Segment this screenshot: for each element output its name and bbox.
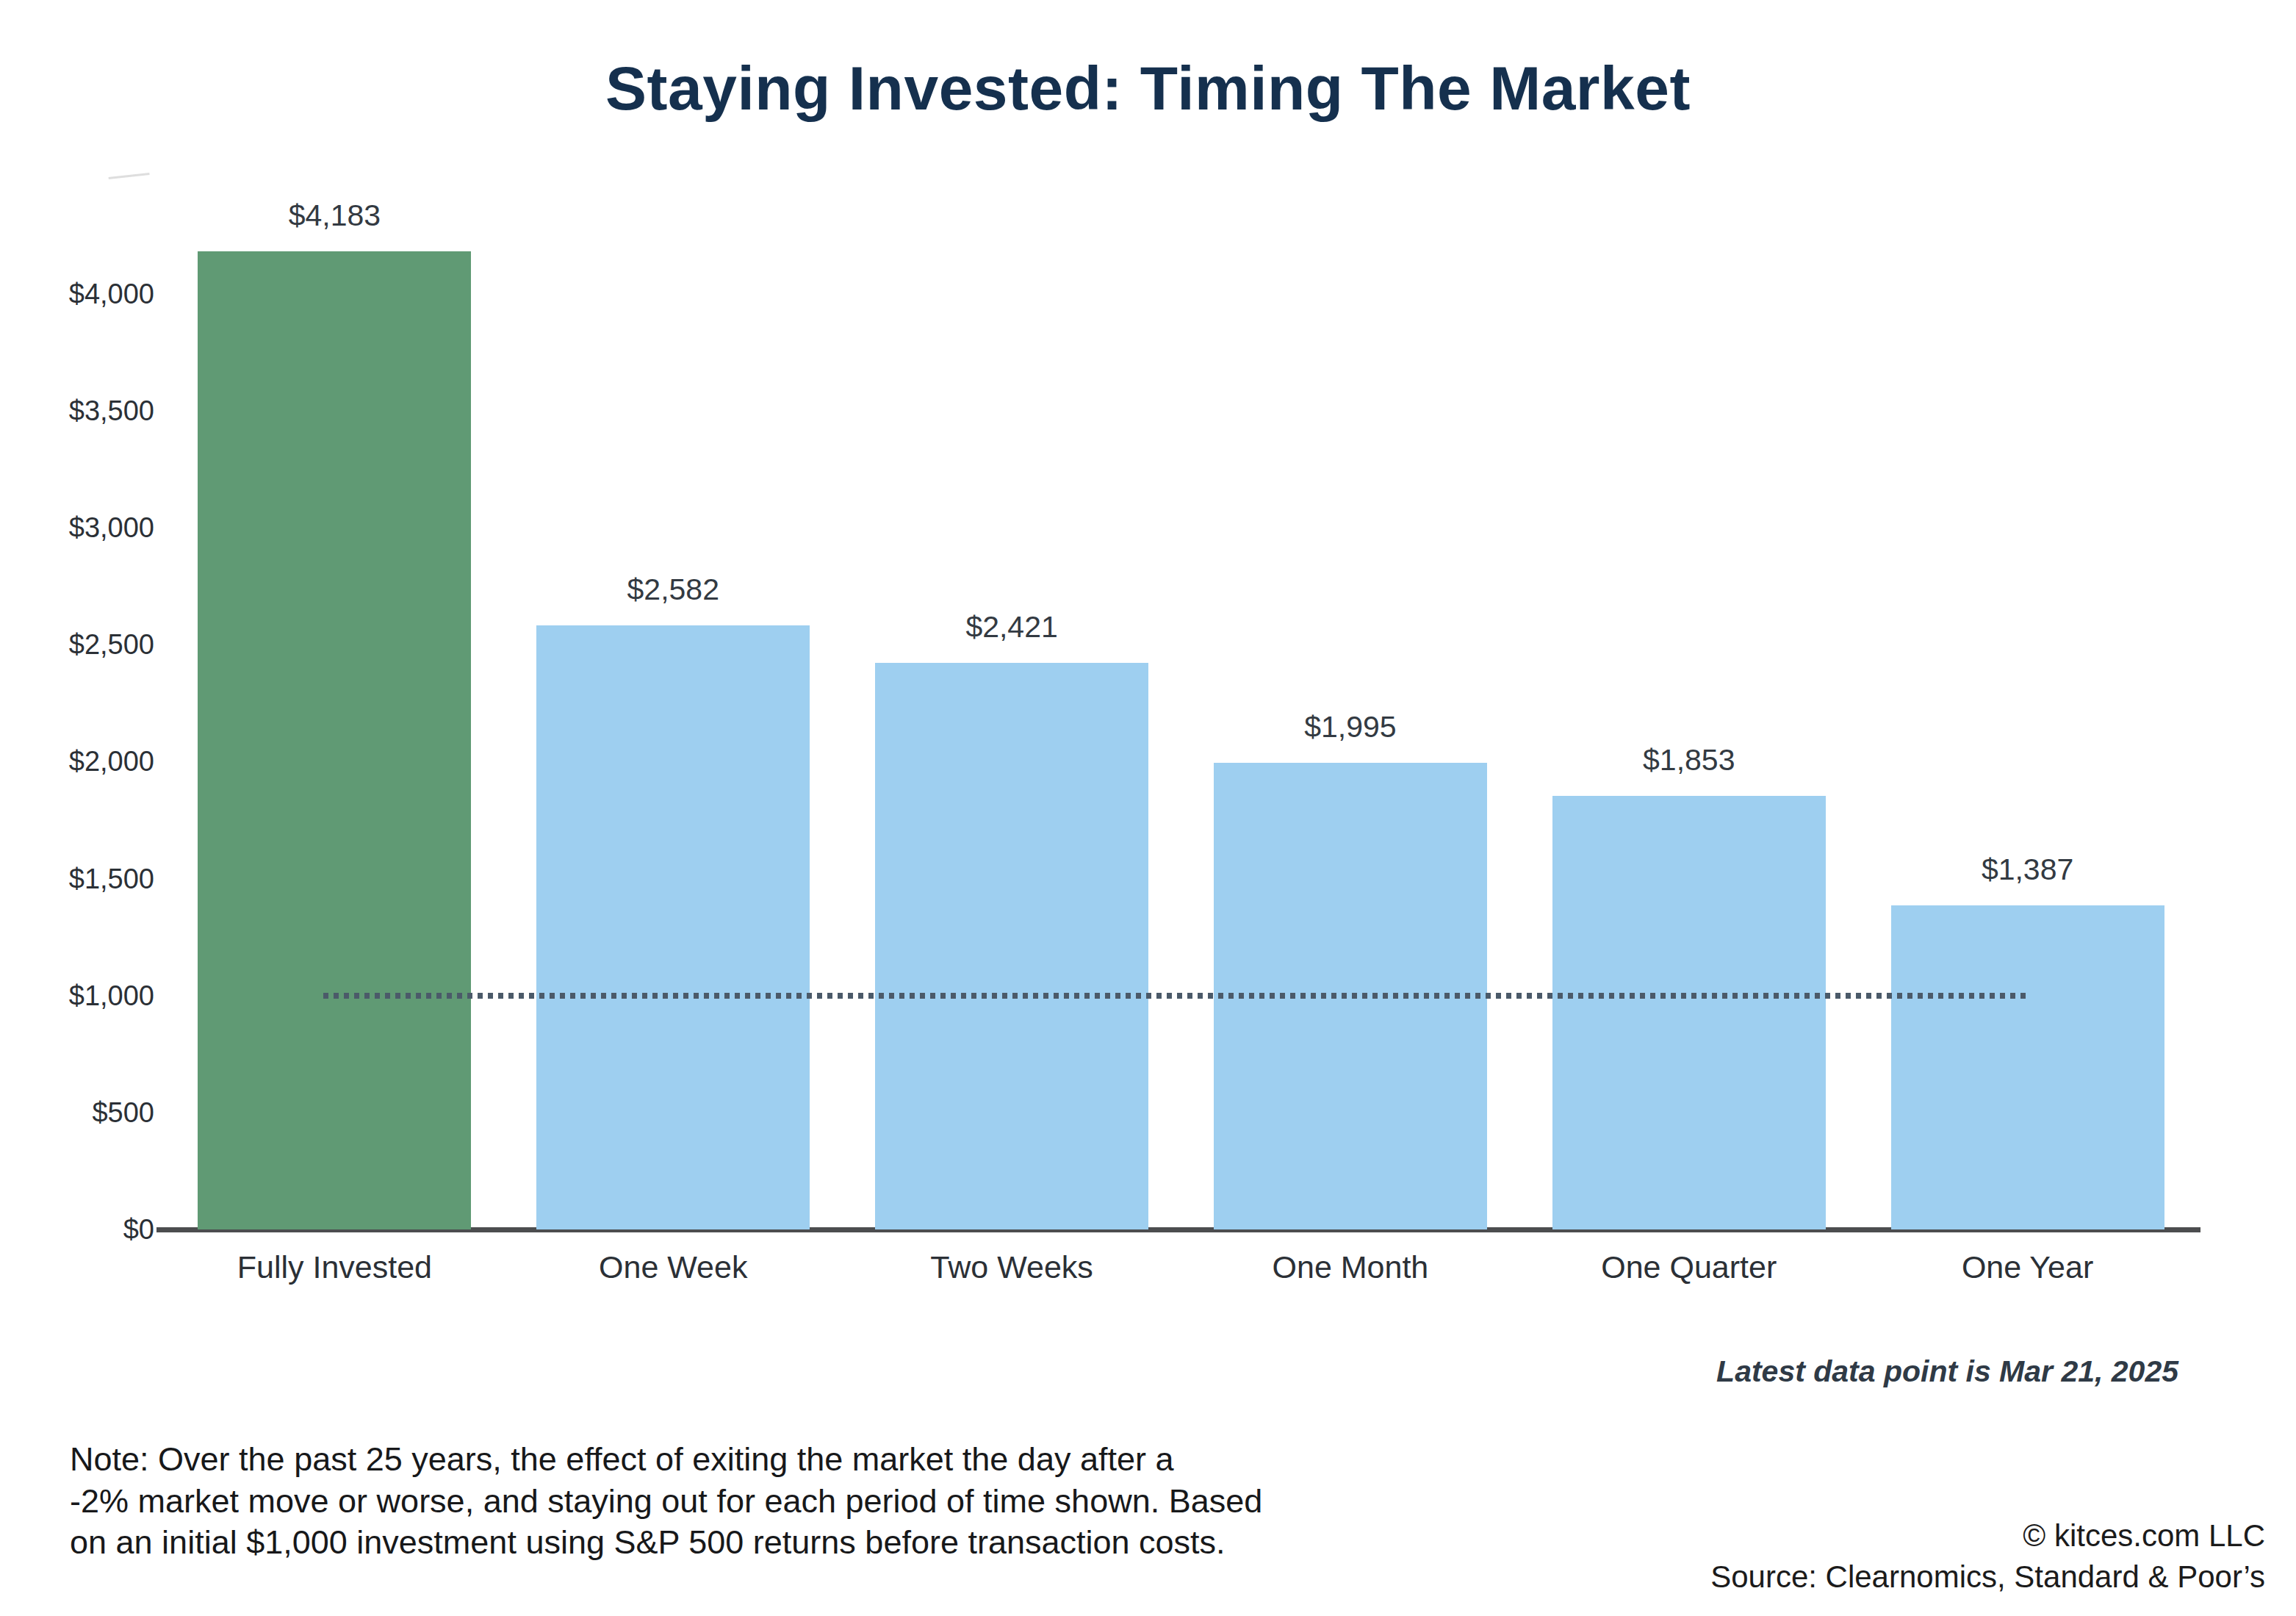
x-axis-label: One Week	[492, 1251, 854, 1283]
bar	[1552, 796, 1826, 1229]
y-axis-tick-label: $2,000	[7, 747, 154, 775]
bar	[198, 251, 471, 1229]
bar	[1891, 905, 2164, 1229]
bar-value-label: $1,995	[1214, 712, 1487, 742]
bar-value-label: $2,421	[875, 612, 1148, 642]
x-axis-label: Two Weeks	[831, 1251, 1192, 1283]
bar-value-label: $1,853	[1552, 745, 1826, 775]
bar-value-label: $4,183	[198, 201, 471, 231]
x-axis-label: One Month	[1170, 1251, 1531, 1283]
y-axis-tick-label: $0	[7, 1215, 154, 1243]
y-axis-tick-label: $3,500	[7, 397, 154, 425]
chart-page: Staying Invested: Timing The Market $0 $5…	[0, 0, 2296, 1616]
x-axis-label: Fully Invested	[154, 1251, 515, 1283]
initial-investment-reference-line	[323, 993, 2029, 999]
stray-mark	[109, 173, 151, 185]
chart-footnote: Note: Over the past 25 years, the effect…	[70, 1439, 1525, 1564]
bar-value-label: $2,582	[536, 575, 810, 605]
bar-value-label: $1,387	[1891, 855, 2164, 885]
source-text: Source: Clearnomics, Standard & Poor’s	[1710, 1559, 2265, 1595]
bar	[875, 663, 1148, 1229]
y-axis-tick-label: $1,000	[7, 982, 154, 1010]
x-axis-label: One Year	[1847, 1251, 2209, 1283]
copyright-text: © kitces.com LLC	[2023, 1518, 2265, 1554]
chart-title: Staying Invested: Timing The Market	[0, 53, 2296, 124]
y-axis-tick-label: $500	[7, 1099, 154, 1127]
x-axis-label: One Quarter	[1508, 1251, 1870, 1283]
y-axis-tick-label: $1,500	[7, 865, 154, 893]
bar	[536, 625, 810, 1229]
y-axis-tick-label: $4,000	[7, 280, 154, 308]
y-axis-tick-label: $2,500	[7, 631, 154, 658]
latest-data-caption: Latest data point is Mar 21, 2025	[1716, 1354, 2178, 1389]
y-axis-tick-label: $3,000	[7, 514, 154, 542]
